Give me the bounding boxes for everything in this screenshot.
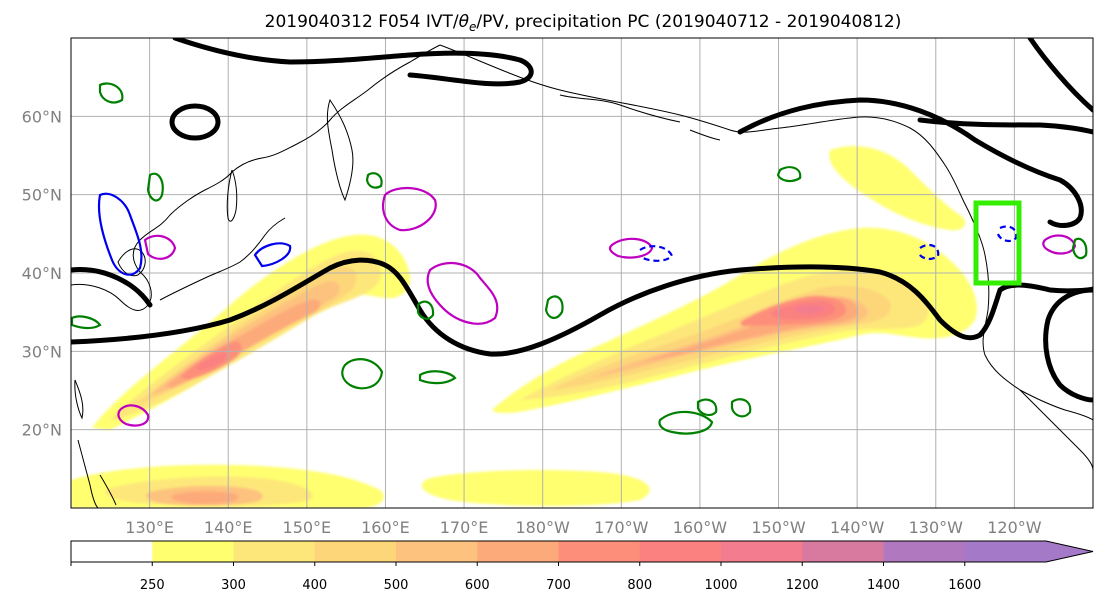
pv-magenta-5 (1042, 234, 1077, 255)
coastline-alaska (439, 44, 1093, 421)
colorbar-segment (71, 541, 153, 562)
x-tick-label: 130°E (125, 518, 174, 537)
colorbar-segment (314, 541, 397, 562)
y-tick-labels: 20°N 30°N 40°N 50°N 60°N (22, 107, 62, 439)
x-tick-label: 140°E (204, 518, 253, 537)
pv-green-7 (98, 82, 124, 104)
coastline-japan (159, 217, 286, 301)
colorbar-tick-label: 700 (546, 578, 571, 593)
coastline-aleutians (559, 94, 721, 141)
colorbar-segment (639, 541, 722, 562)
x-tick-labels: 130°E 140°E 150°E 160°E 170°E 180°W 170°W 160°W… (125, 518, 1041, 537)
pv-magenta-4 (608, 237, 654, 259)
pv-green-12 (365, 172, 383, 189)
pv-blue-4 (916, 243, 940, 261)
pv-green-11 (416, 300, 435, 320)
colorbar-segment (558, 541, 641, 562)
pv-green-13 (71, 315, 102, 330)
pv-green-9 (544, 295, 564, 319)
theta-e-contour-east (737, 38, 1093, 228)
coastline-philippines (77, 439, 117, 508)
x-tick-label: 160°E (361, 518, 410, 537)
colorbar-segment (721, 541, 803, 562)
colorbar-segment (883, 541, 966, 562)
pv-magenta-2 (426, 261, 499, 325)
x-tick-label: 120°W (987, 518, 1042, 537)
pv-blue-1 (97, 192, 143, 276)
pv-green-2 (658, 410, 714, 435)
y-tick-label: 20°N (22, 421, 62, 440)
pv-green-4 (730, 398, 752, 418)
colorbar-tick-label: 600 (465, 578, 490, 593)
ivt-band-east-250b (829, 146, 966, 231)
x-tick-label: 160°W (673, 518, 728, 537)
colorbar-tick-label: 400 (302, 578, 327, 593)
colorbar-segment (396, 541, 478, 562)
pv-green-5 (418, 370, 457, 385)
colorbar-tick-label: 500 (384, 578, 409, 593)
x-tick-label: 130°W (909, 518, 964, 537)
y-tick-label: 30°N (22, 342, 62, 361)
x-tick-label: 150°W (751, 518, 806, 537)
x-tick-label: 170°W (594, 518, 649, 537)
ivt-band-east-1200 (794, 304, 825, 314)
colorbar-tick-label: 1600 (948, 578, 981, 593)
theta-e-contour-north (71, 38, 534, 308)
region-box (973, 200, 1022, 286)
colorbar-tick-label: 250 (140, 578, 165, 593)
theta-e-contour-south (71, 257, 1093, 357)
coastline-kamchatka (326, 98, 354, 202)
coastline-mexico (1019, 389, 1093, 471)
x-tick-label: 180°W (516, 518, 571, 537)
theta-e-closed-contour (169, 103, 221, 141)
theta-e-contour-mexico (1043, 287, 1093, 403)
y-tick-label: 40°N (22, 264, 62, 283)
y-tick-label: 60°N (22, 107, 62, 126)
theta-e-contours (71, 38, 1093, 403)
coastline-sakhalin (226, 169, 238, 222)
ivt-band-west-1000 (196, 351, 227, 370)
colorbar-tick-label: 1400 (867, 578, 900, 593)
pv-green-10 (1071, 237, 1088, 260)
x-tick-label: 150°E (283, 518, 332, 537)
pv-blue-2 (253, 242, 292, 268)
colorbar-tick-label: 1200 (786, 578, 819, 593)
colorbar-segment (802, 541, 884, 562)
x-tick-label: 170°E (440, 518, 489, 537)
pv-green-3 (696, 398, 718, 417)
pv-green-8 (146, 172, 164, 202)
pv-green-6 (776, 166, 802, 183)
colorbar-segment (152, 541, 234, 562)
pv-contours (71, 82, 1088, 435)
x-tick-label: 140°W (830, 518, 885, 537)
ivt-band-south-250b (421, 470, 650, 506)
pv-blue-3 (639, 245, 674, 262)
pv-magenta-1 (382, 187, 437, 232)
pv-magenta-6 (143, 234, 177, 260)
chart-title: 2019040312 F054 IVT/θe/PV, precipitation… (265, 12, 902, 34)
coastline-taiwan (74, 379, 84, 420)
colorbar-segment (477, 541, 559, 562)
map-frame (70, 37, 1094, 509)
y-tick-label: 50°N (22, 186, 62, 205)
pv-blue-5 (996, 225, 1018, 243)
pv-magenta-3 (117, 404, 150, 427)
pv-green-1 (341, 358, 384, 390)
map-content (71, 38, 1093, 508)
colorbar-segment (233, 541, 316, 562)
colorbar: 250 300 400 500 600 700 800 1000 1200 1400 1600 (70, 540, 1094, 593)
ivt-band-south-700 (171, 491, 239, 505)
colorbar-tick-label: 300 (221, 578, 246, 593)
colorbar-outline (70, 540, 1094, 563)
colorbar-segment (964, 541, 1093, 562)
colorbar-tick-label: 800 (627, 578, 652, 593)
colorbar-tick-label: 1000 (704, 578, 737, 593)
